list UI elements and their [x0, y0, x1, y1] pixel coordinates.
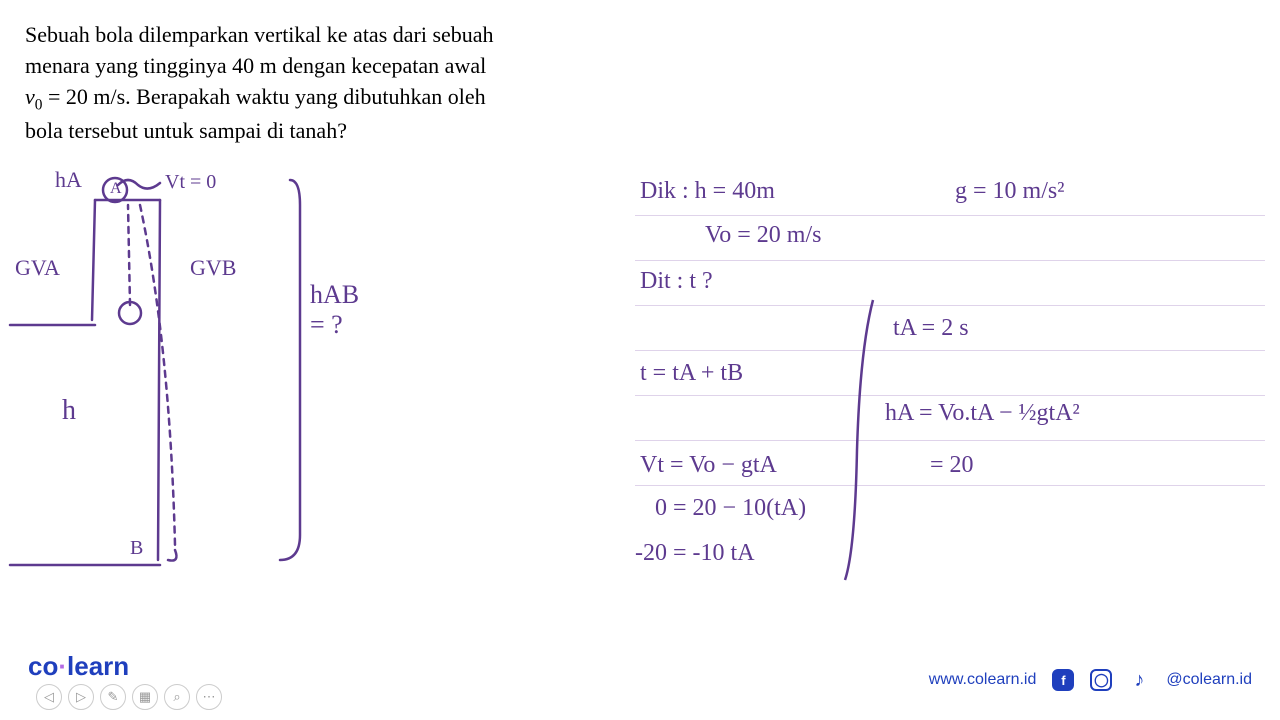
working-area: Dik : h = 40m g = 10 m/s² Vo = 20 m/s Di…	[635, 170, 1265, 620]
logo: co·learn	[28, 651, 222, 682]
label-vt0: Vt = 0	[165, 171, 216, 194]
pen-icon[interactable]: ✎	[100, 684, 126, 710]
label-gua: GVA	[15, 255, 60, 281]
question-line1: Sebuah bola dilemparkan vertikal ke atas…	[25, 20, 585, 51]
more-icon[interactable]: ⋯	[196, 684, 222, 710]
tiktok-icon[interactable]: ♪	[1128, 669, 1150, 691]
label-a: A	[110, 180, 122, 198]
question-line3: v0 = 20 m/s. Berapakah waktu yang dibutu…	[25, 82, 585, 116]
footer-bar: co·learn ◁ ▷ ✎ ▦ ⌕ ⋯ www.colearn.id f ◯ …	[0, 650, 1280, 710]
diagram-area: hA Vt = 0 A GVA GVB hAB = ? h B	[0, 165, 380, 585]
next-icon[interactable]: ▷	[68, 684, 94, 710]
facebook-icon[interactable]: f	[1052, 669, 1074, 691]
toolbar: ◁ ▷ ✎ ▦ ⌕ ⋯	[36, 684, 222, 710]
question-text: Sebuah bola dilemparkan vertikal ke atas…	[25, 20, 585, 146]
instagram-icon[interactable]: ◯	[1090, 669, 1112, 691]
brand-right: www.colearn.id f ◯ ♪ @colearn.id	[929, 669, 1252, 691]
prev-icon[interactable]: ◁	[36, 684, 62, 710]
diagram-svg	[0, 165, 380, 585]
label-gub: GVB	[190, 255, 236, 281]
zoom-icon[interactable]: ⌕	[164, 684, 190, 710]
label-h: h	[62, 395, 76, 427]
question-line2: menara yang tingginya 40 m dengan kecepa…	[25, 51, 585, 82]
label-b: B	[130, 537, 143, 560]
logo-block: co·learn ◁ ▷ ✎ ▦ ⌕ ⋯	[28, 651, 222, 710]
slides-icon[interactable]: ▦	[132, 684, 158, 710]
working-divider	[635, 170, 1265, 600]
footer-url: www.colearn.id	[929, 671, 1037, 689]
footer-handle: @colearn.id	[1166, 671, 1252, 689]
question-line4: bola tersebut untuk sampai di tanah?	[25, 116, 585, 147]
label-ha: hA	[55, 167, 82, 193]
label-hab: hAB = ?	[310, 280, 380, 340]
